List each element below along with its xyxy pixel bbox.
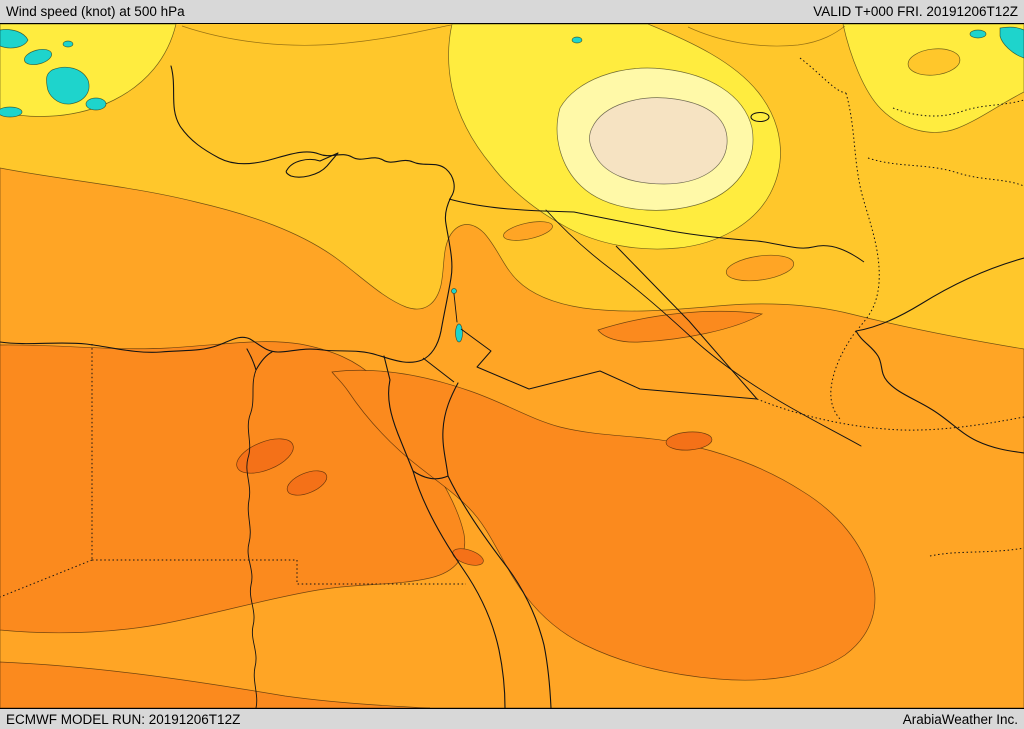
suez-canal (383, 355, 391, 381)
band-dark-orange-southwest-stripe (0, 661, 431, 708)
red-sea-west-shore (412, 470, 506, 708)
credit-label: ArabiaWeather Inc. (902, 711, 1018, 727)
band-deep-orange-spot (236, 438, 294, 474)
aegean-sea-patch (0, 106, 23, 118)
border-egypt-israel (422, 357, 455, 383)
model-run-label: ECMWF MODEL RUN: 20191206T12Z (6, 711, 241, 727)
gulf-of-suez (388, 379, 414, 472)
jordan-river (453, 293, 458, 323)
map-title: Wind speed (knot) at 500 hPa (6, 4, 185, 19)
aegean-sea-patch (0, 29, 29, 49)
valid-time-label: VALID T+000 FRI. 20191206T12Z (813, 4, 1018, 19)
aegean-sea-patch (85, 97, 107, 111)
band-dark-orange-group (0, 310, 876, 708)
caspian-sea-corner (969, 29, 987, 39)
contour-line (181, 24, 452, 46)
coastline-group (0, 65, 1024, 708)
aegean-sea-patch (46, 66, 90, 105)
border-saudi-kuwait (830, 330, 857, 420)
contour-line (687, 25, 846, 47)
dead-sea (455, 323, 463, 343)
wind-speed-contour-map (0, 24, 1024, 708)
sea-patch-group (0, 26, 1024, 118)
border-iran-interior (867, 157, 1024, 187)
band-gold-inner-spot (907, 48, 961, 76)
border-egypt-sudan (92, 559, 466, 585)
euphrates-river (545, 209, 862, 447)
cyprus-island (285, 152, 339, 178)
band-orange-lens-east (725, 254, 795, 282)
caspian-sea-corner (999, 26, 1024, 59)
border-iran-iraq (845, 92, 880, 330)
border-dotted-group (0, 57, 1024, 598)
map-area (0, 24, 1024, 708)
band-deep-orange-spot (665, 431, 713, 451)
band-yellow-northwest (0, 24, 177, 117)
persian-gulf-coast (855, 257, 1024, 454)
turkey-lake-outline (750, 111, 770, 123)
border-iraq-saudi (756, 398, 1024, 431)
border-saudi-south (929, 547, 1024, 557)
band-deep-orange-group (236, 431, 713, 566)
band-dark-orange-west (0, 341, 466, 634)
band-cream-core (589, 97, 728, 185)
contour-line-group (181, 24, 846, 47)
border-solid-group (422, 198, 865, 400)
border-jordan-saudi (460, 328, 758, 400)
aegean-sea-patch (62, 40, 74, 48)
gulf-of-aqaba (412, 382, 459, 480)
aegean-sea-patch (24, 48, 52, 66)
mediterranean-coast (0, 65, 455, 363)
border-turkey-syria-iraq (448, 198, 865, 263)
band-dark-orange-central (331, 370, 876, 681)
header-bar: Wind speed (knot) at 500 hPa VALID T+000… (0, 0, 1024, 24)
band-orange-lens-levant (503, 221, 553, 241)
band-deep-orange-spot (452, 548, 484, 566)
nile-river (246, 369, 258, 708)
sea-of-galilee (451, 288, 457, 294)
red-sea-east-shore (447, 475, 552, 708)
band-yellow-northeast (842, 24, 1024, 133)
band-deep-orange-spot (286, 470, 328, 496)
river-group (246, 209, 862, 708)
border-syria-iraq (615, 245, 758, 400)
footer-bar: ECMWF MODEL RUN: 20191206T12Z ArabiaWeat… (0, 708, 1024, 729)
border-libya-sudan (0, 559, 93, 598)
turkey-lake (571, 36, 583, 44)
